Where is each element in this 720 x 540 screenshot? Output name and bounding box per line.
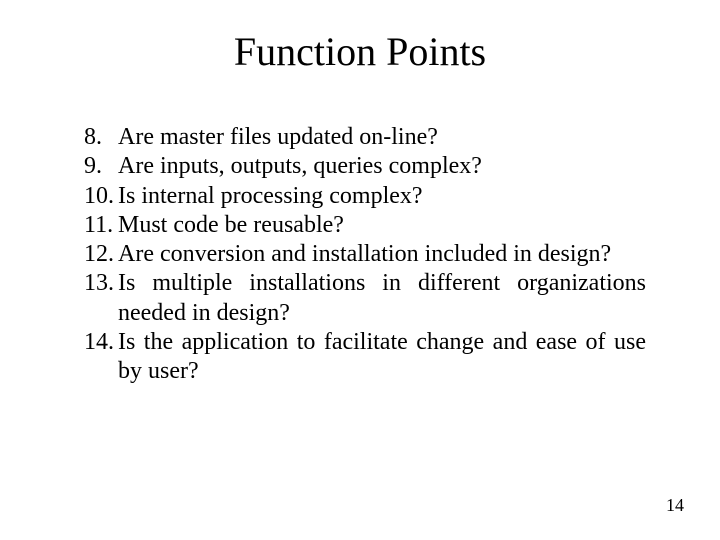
list-item: 9. Are inputs, outputs, queries complex? — [84, 152, 646, 181]
list-item-number: 8. — [84, 123, 118, 152]
list-item-text: Are inputs, outputs, queries complex? — [118, 152, 646, 181]
list-item-text: Are master files updated on-line? — [118, 123, 646, 152]
page-number: 14 — [666, 495, 684, 516]
list-item: 10. Is internal processing complex? — [84, 182, 646, 211]
list-item-number: 14. — [84, 328, 118, 387]
slide: Function Points 8. Are master files upda… — [0, 0, 720, 540]
list-item-text: Is the application to facilitate change … — [118, 328, 646, 387]
list-item-number: 13. — [84, 269, 118, 328]
list-item-text: Must code be reusable? — [118, 211, 646, 240]
list-item: 11. Must code be reusable? — [84, 211, 646, 240]
list-item: 8. Are master files updated on-line? — [84, 123, 646, 152]
list-item: 14. Is the application to facilitate cha… — [84, 328, 646, 387]
numbered-list: 8. Are master files updated on-line? 9. … — [60, 123, 660, 386]
list-item-number: 11. — [84, 211, 118, 240]
list-item-text: Is multiple installations in different o… — [118, 269, 646, 328]
page-title: Function Points — [60, 28, 660, 75]
list-item-text: Is internal processing complex? — [118, 182, 646, 211]
list-item-number: 10. — [84, 182, 118, 211]
list-item: 13. Is multiple installations in differe… — [84, 269, 646, 328]
list-item: 12. Are conversion and installation incl… — [84, 240, 646, 269]
list-item-text: Are conversion and installation included… — [118, 240, 646, 269]
list-item-number: 9. — [84, 152, 118, 181]
list-item-number: 12. — [84, 240, 118, 269]
